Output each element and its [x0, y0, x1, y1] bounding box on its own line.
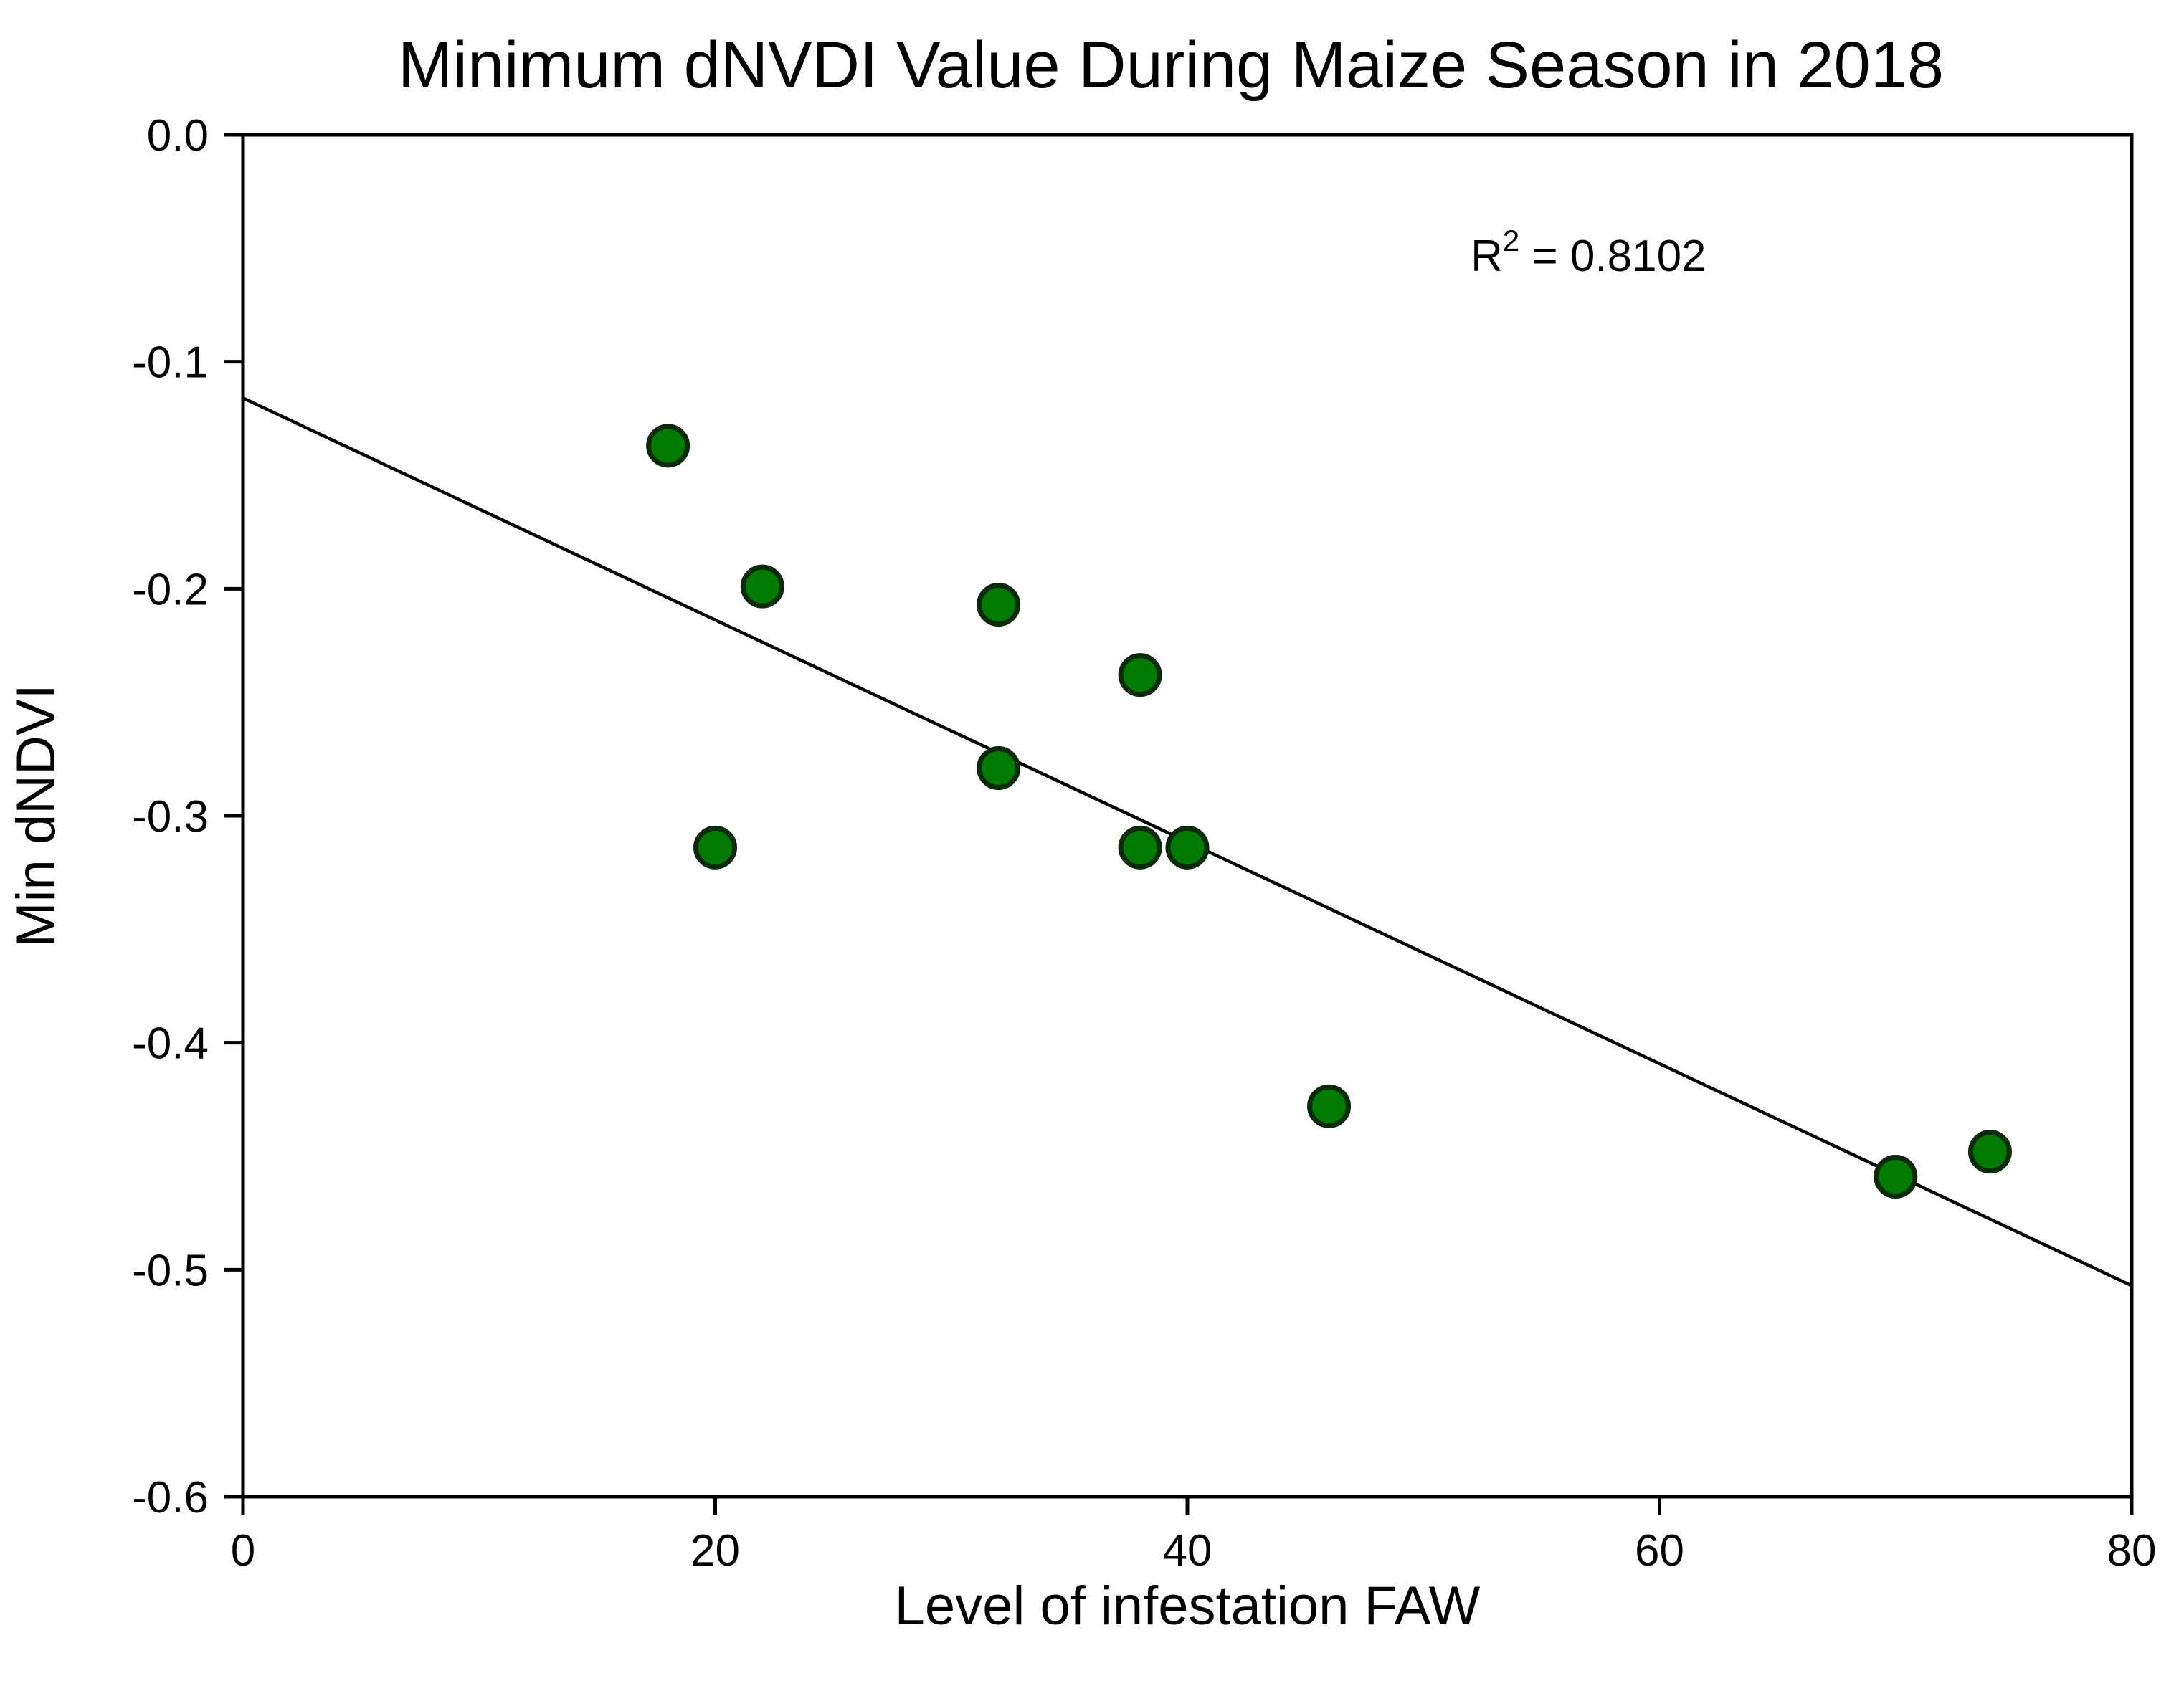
- r-squared-annotation: R2 = 0.8102: [1471, 224, 1706, 281]
- scatter-points: [646, 424, 2012, 1199]
- x-tick-label: 80: [2107, 1526, 2157, 1576]
- y-tick-label: -0.4: [132, 1019, 209, 1069]
- x-tick-label: 20: [690, 1526, 740, 1576]
- data-point: [1307, 1084, 1352, 1128]
- x-tick-label: 40: [1163, 1526, 1212, 1576]
- y-axis-label: Min dNDVI: [6, 684, 67, 947]
- data-point: [977, 583, 1021, 627]
- r-squared-value: = 0.8102: [1519, 232, 1706, 281]
- data-point: [1967, 1130, 2012, 1174]
- data-point: [740, 564, 784, 609]
- chart-title: Minimum dNVDI Value During Maize Season …: [398, 29, 1944, 102]
- x-axis: 0 20 40 60 80: [231, 1497, 2157, 1576]
- r-squared-superscript: 2: [1503, 224, 1519, 257]
- y-axis: 0.0 -0.1 -0.2 -0.3 -0.4 -0.5 -0.6: [132, 111, 243, 1523]
- x-tick-label: 60: [1635, 1526, 1684, 1576]
- y-tick-label: 0.0: [147, 111, 209, 161]
- data-point: [1165, 825, 1210, 870]
- data-point: [646, 424, 690, 468]
- y-tick-label: -0.3: [132, 792, 209, 842]
- data-point: [1118, 653, 1162, 697]
- data-point: [693, 825, 737, 870]
- data-point: [977, 746, 1021, 790]
- y-tick-label: -0.6: [132, 1473, 209, 1523]
- y-tick-label: -0.2: [132, 565, 209, 614]
- x-tick-label: 0: [231, 1526, 255, 1576]
- r-squared-base: R: [1471, 232, 1503, 281]
- y-tick-label: -0.1: [132, 338, 209, 388]
- data-point: [1874, 1155, 1918, 1199]
- data-point: [1118, 825, 1162, 870]
- y-tick-label: -0.5: [132, 1246, 209, 1295]
- x-axis-label: Level of infestation FAW: [895, 1576, 1481, 1637]
